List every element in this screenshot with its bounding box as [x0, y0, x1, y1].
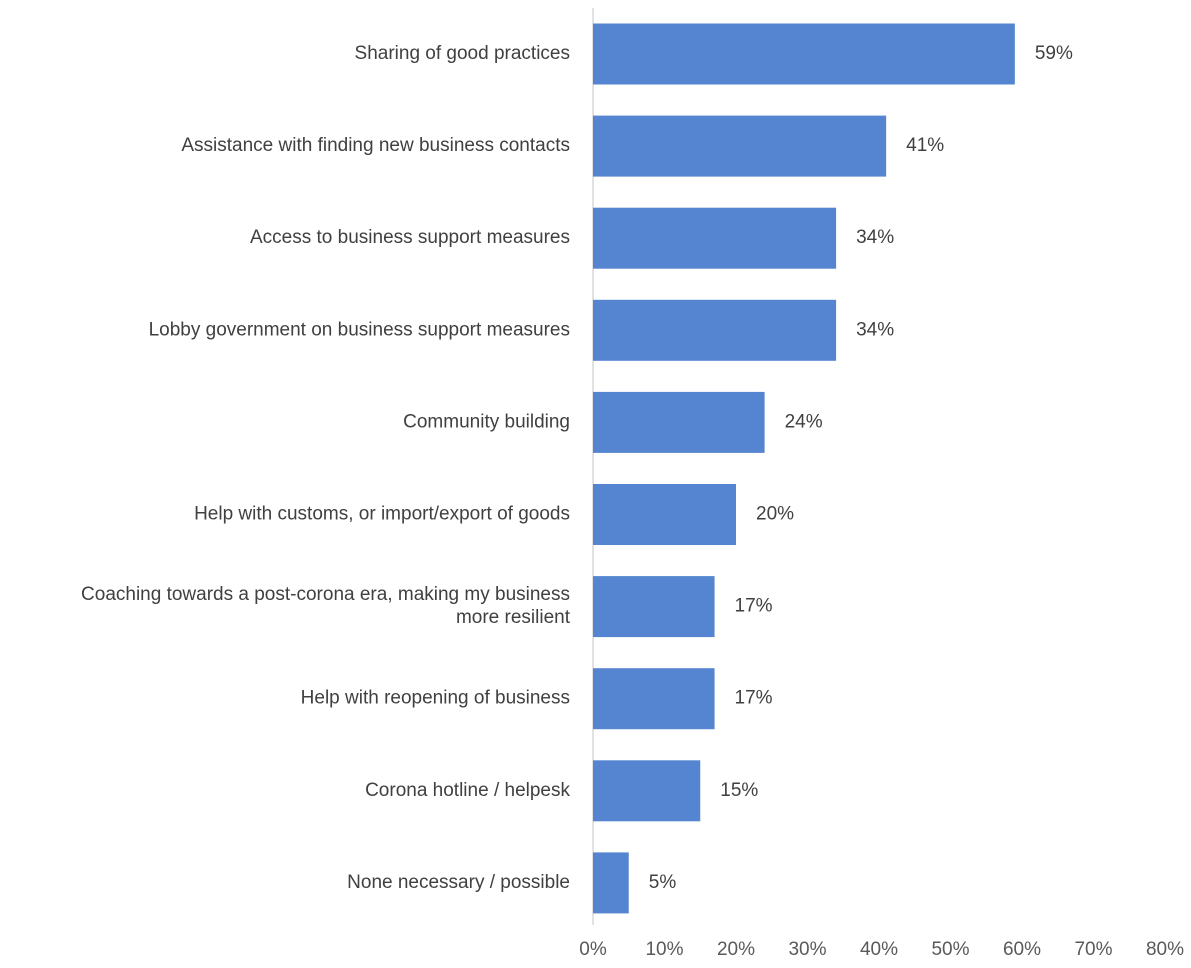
category-label-9: None necessary / possible — [347, 872, 570, 893]
x-tick-labels-group: 0% 10% 20% 30% 40% 50% 60% 70% 80% — [579, 939, 1184, 960]
category-label-5-line-0: Help with customs, or import/export of g… — [194, 504, 570, 525]
x-tick-label-3: 30% — [788, 939, 826, 960]
x-tick-label-7: 70% — [1074, 939, 1112, 960]
bar-5 — [593, 484, 736, 545]
category-label-2-line-0: Access to business support measures — [250, 227, 570, 248]
x-tick-label-4: 40% — [860, 939, 898, 960]
category-label-6-line-0: Coaching towards a post-corona era, maki… — [81, 584, 570, 605]
value-label-7: 17% — [735, 688, 773, 709]
bar-4 — [593, 391, 765, 453]
category-label-4-line-0: Community building — [403, 411, 570, 432]
category-label-7-line-0: Help with reopening of business — [301, 688, 570, 709]
value-label-2: 34% — [856, 227, 894, 248]
value-labels-group: 59% 41% 34% 34% 24% 20% 17% 17% 15% 5% — [649, 43, 1073, 893]
x-tick-label-5: 50% — [931, 939, 969, 960]
value-label-1: 41% — [906, 135, 944, 156]
bar-8 — [593, 760, 701, 822]
bar-3 — [593, 299, 837, 361]
category-label-7: Help with reopening of business — [301, 688, 570, 709]
value-label-4: 24% — [785, 411, 823, 432]
bar-0 — [593, 23, 1015, 85]
category-label-0: Sharing of good practices — [355, 43, 570, 64]
value-label-6: 17% — [735, 596, 773, 617]
bar-9 — [593, 852, 629, 914]
category-label-4: Community building — [403, 411, 570, 432]
category-label-6-line-1: more resilient — [456, 607, 571, 628]
value-label-3: 34% — [856, 319, 894, 340]
category-label-8-line-0: Corona hotline / helpesk — [365, 780, 570, 801]
value-label-0: 59% — [1035, 43, 1073, 64]
x-tick-label-1: 10% — [645, 939, 683, 960]
x-tick-label-8: 80% — [1146, 939, 1184, 960]
value-label-5: 20% — [756, 504, 794, 525]
category-label-3: Lobby government on business support mea… — [149, 319, 570, 340]
category-label-8: Corona hotline / helpesk — [365, 780, 570, 801]
bar-1 — [593, 115, 887, 177]
category-label-9-line-0: None necessary / possible — [347, 872, 570, 893]
category-label-5: Help with customs, or import/export of g… — [194, 504, 570, 525]
x-tick-label-2: 20% — [717, 939, 755, 960]
bar-7 — [593, 668, 715, 730]
category-label-3-line-0: Lobby government on business support mea… — [149, 319, 570, 340]
category-label-1: Assistance with finding new business con… — [181, 135, 570, 156]
bar-6 — [593, 576, 715, 638]
category-label-0-line-0: Sharing of good practices — [355, 43, 570, 64]
category-label-1-line-0: Assistance with finding new business con… — [181, 135, 570, 156]
value-label-8: 15% — [720, 780, 758, 801]
category-label-2: Access to business support measures — [250, 227, 570, 248]
bar-2 — [593, 207, 837, 269]
bars-group — [593, 23, 1015, 914]
x-tick-label-0: 0% — [579, 939, 607, 960]
category-label-6: Coaching towards a post-corona era, maki… — [81, 584, 571, 628]
x-tick-label-6: 60% — [1003, 939, 1041, 960]
category-labels-group: Sharing of good practices Assistance with… — [81, 43, 571, 893]
value-label-9: 5% — [649, 872, 677, 893]
